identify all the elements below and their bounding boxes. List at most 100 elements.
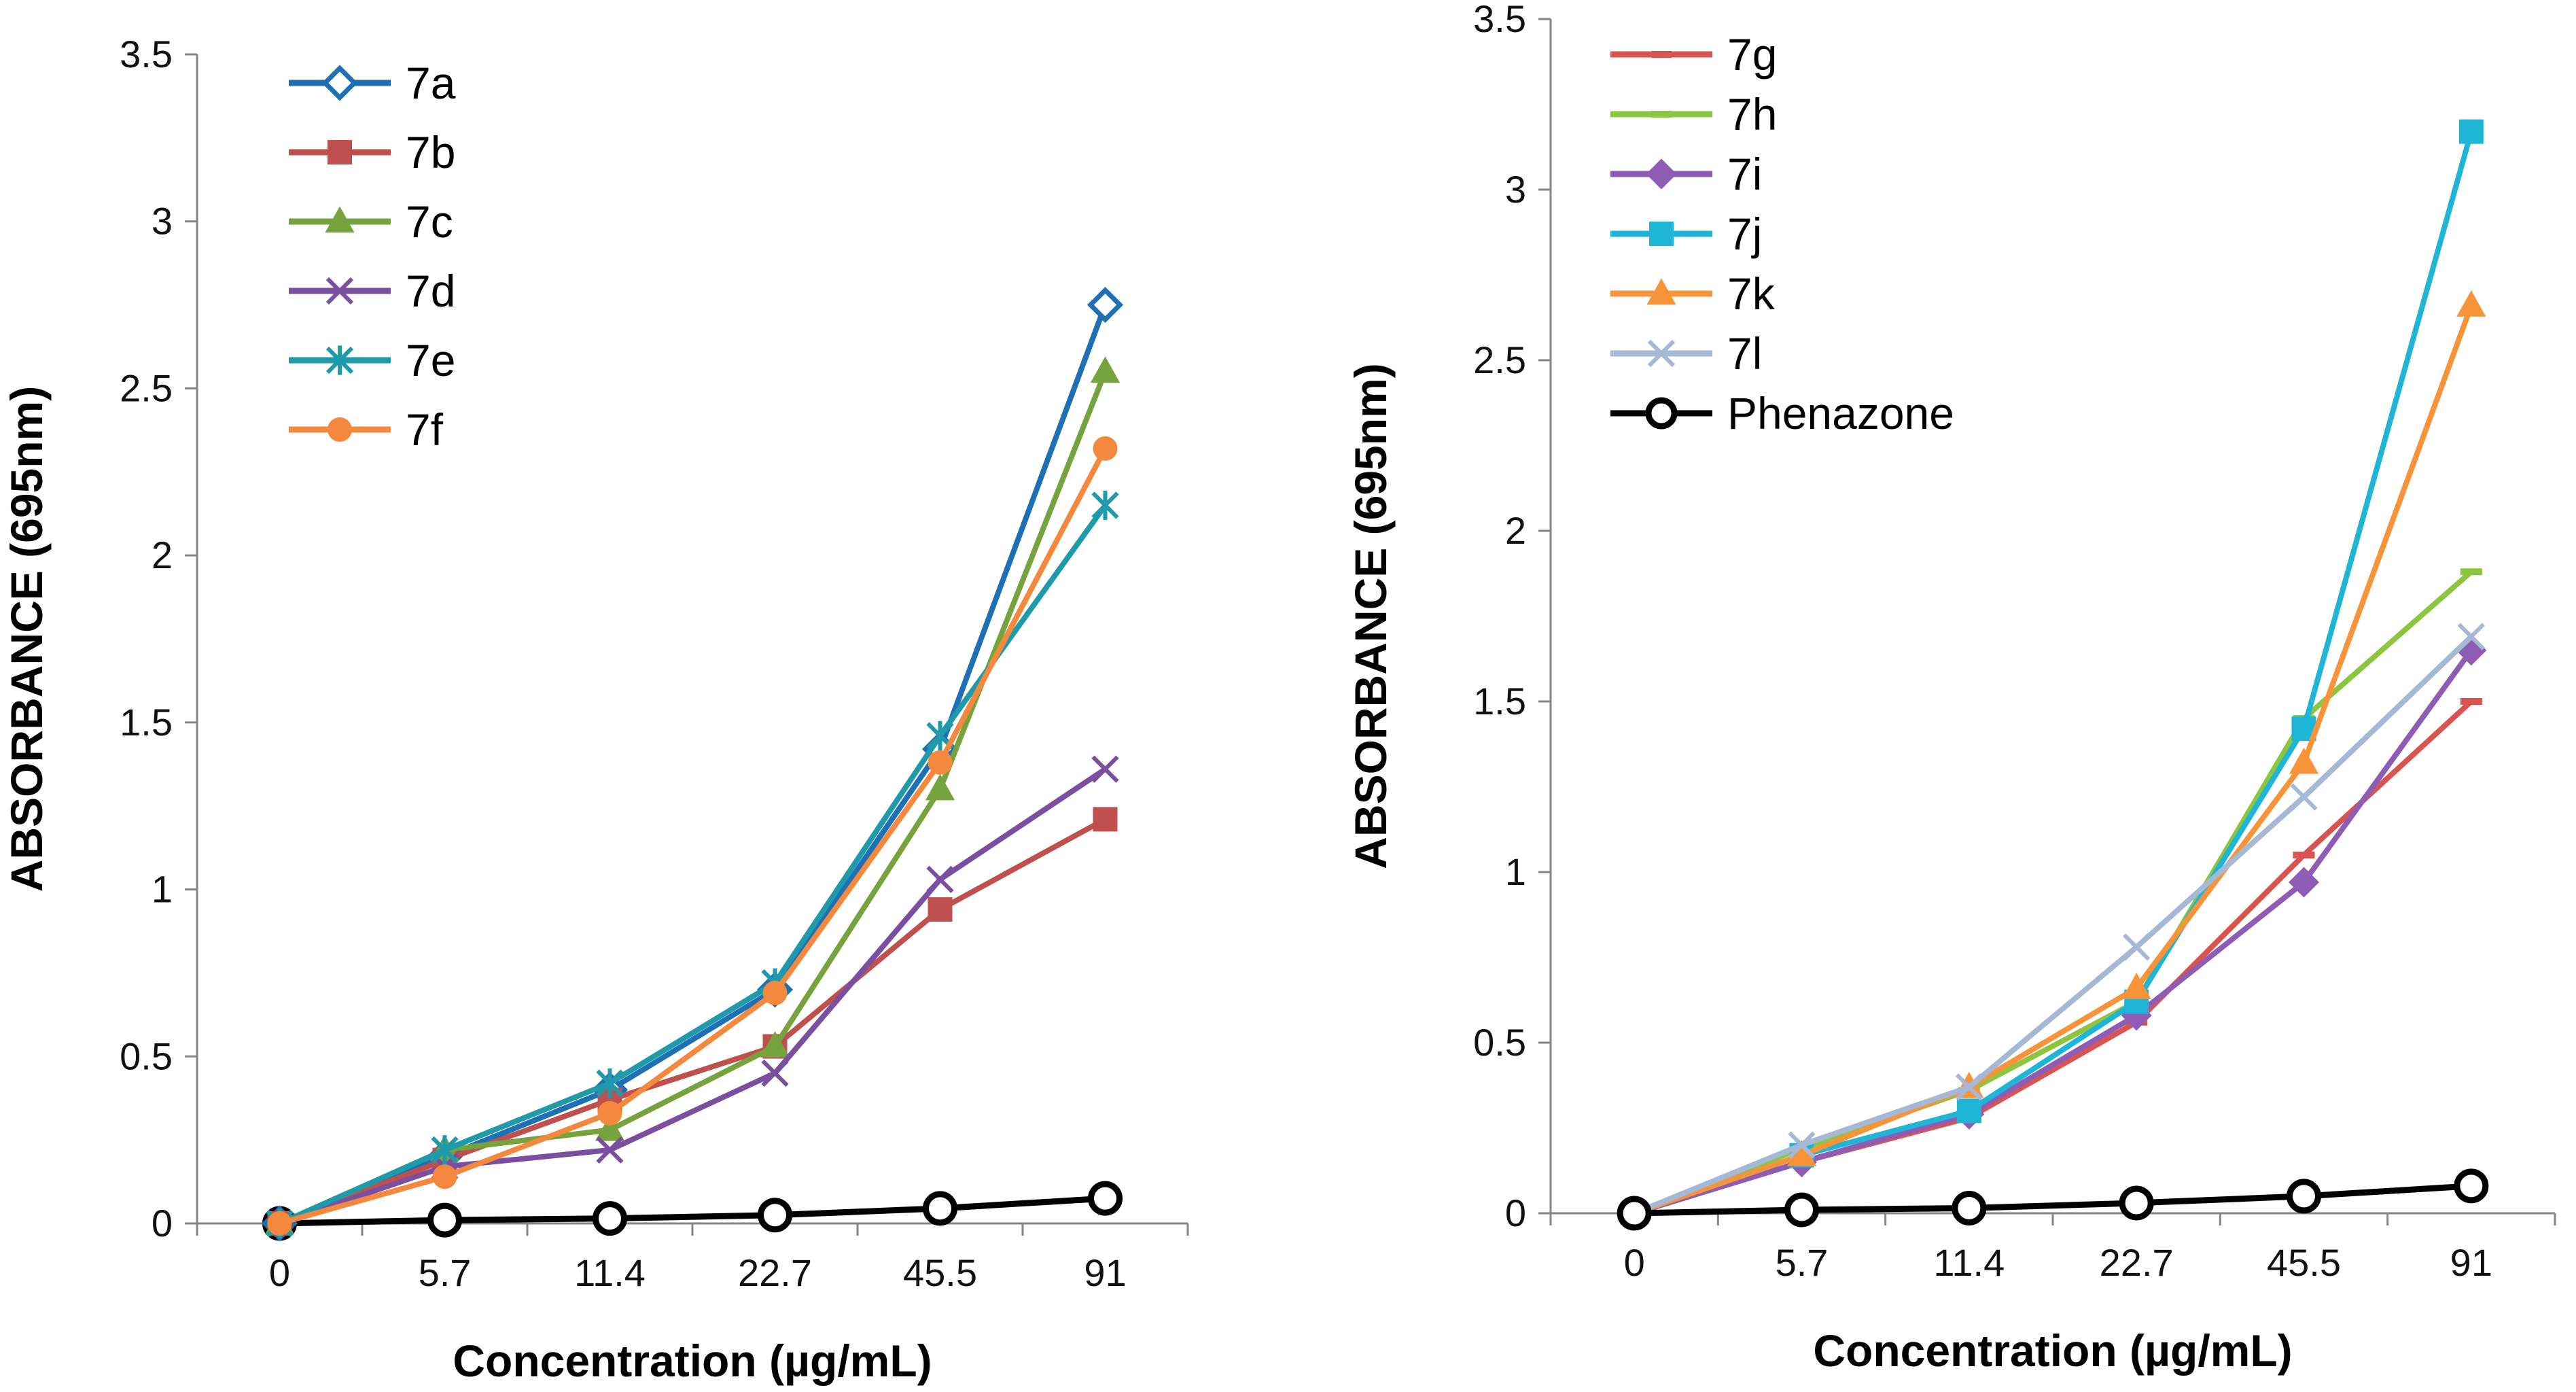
legend-label: 7c — [406, 196, 453, 247]
data-point — [595, 1114, 625, 1141]
data-point — [2457, 623, 2485, 650]
legend-item: 7d — [289, 266, 455, 316]
data-point — [1090, 356, 1121, 383]
series-7f — [267, 436, 1118, 1236]
data-point — [2289, 747, 2319, 774]
data-point — [1093, 436, 1118, 461]
legend-label: 7f — [406, 404, 444, 455]
legend-label: 7k — [1727, 268, 1776, 319]
data-point — [596, 1068, 624, 1098]
y-tick-label: 2 — [152, 534, 173, 576]
y-tick-label: 1 — [1505, 850, 1526, 893]
legend-item: 7a — [289, 58, 456, 108]
data-point — [2454, 1168, 2489, 1204]
y-tick-label: 2.5 — [1473, 338, 1526, 381]
data-point — [427, 1202, 462, 1238]
legend-item: 7l — [1610, 328, 1762, 379]
legend-item: 7j — [1610, 209, 1762, 259]
data-point — [1088, 1181, 1123, 1216]
data-point — [1093, 807, 1118, 832]
x-tick-label: 11.4 — [574, 1251, 646, 1294]
legend-item: 7k — [1610, 268, 1776, 319]
series-7h — [1623, 568, 2482, 1217]
legend-item: 7b — [289, 127, 455, 177]
x-tick-label: 45.5 — [903, 1251, 977, 1294]
data-point — [1617, 1196, 1652, 1231]
data-point — [2121, 973, 2151, 999]
x-tick-label: 0 — [269, 1251, 290, 1294]
legend-marker — [325, 277, 354, 305]
data-point — [762, 980, 788, 1005]
data-point — [2287, 1179, 2321, 1214]
legend-label: Phenazone — [1727, 388, 1954, 438]
series-phenazone — [1617, 1168, 2489, 1231]
series-line — [1633, 304, 2474, 1216]
data-point — [1786, 1140, 1817, 1166]
legend: 7g 7h 7i 7j 7k 7l Phenazone — [1610, 29, 1954, 438]
data-point — [928, 750, 953, 775]
data-point — [925, 773, 955, 801]
y-tick-label: 3.5 — [120, 33, 173, 75]
data-point — [1784, 1192, 1819, 1228]
data-point — [597, 1100, 622, 1126]
data-point — [2460, 568, 2482, 576]
legend-item: 7g — [1610, 29, 1777, 80]
y-tick-label: 3.5 — [1473, 0, 1526, 40]
legend-item: 7i — [1610, 149, 1762, 199]
data-point — [593, 1201, 627, 1236]
chart-right: 0 0.5 1 1.5 2 2.5 3 3.5 0 5.7 11.4 22.7 45.5 91 Concen… — [1345, 0, 2556, 1376]
legend-label: 7i — [1727, 149, 1762, 199]
data-point — [432, 1164, 457, 1189]
x-tick-label: 91 — [2450, 1241, 2492, 1284]
x-tick-label: 5.7 — [419, 1251, 472, 1294]
data-point — [431, 1135, 459, 1165]
series-7i — [1619, 635, 2487, 1229]
legend-marker — [1646, 158, 1677, 190]
y-tick-label: 3 — [152, 200, 173, 243]
series-7a — [261, 287, 1124, 1242]
x-tick-label: 11.4 — [1933, 1241, 2005, 1284]
data-point — [1087, 287, 1124, 324]
legend-marker — [325, 345, 354, 375]
data-point — [267, 1211, 292, 1236]
data-point — [1952, 1190, 1987, 1225]
x-tick-label: 5.7 — [1776, 1241, 1829, 1284]
data-point — [1956, 1098, 1981, 1124]
series-7c — [264, 356, 1121, 1235]
y-tick-label: 0.5 — [120, 1034, 173, 1077]
y-tick-label: 1 — [152, 868, 173, 911]
legend-marker — [1651, 51, 1672, 58]
series-7d — [266, 755, 1119, 1238]
data-point — [758, 1198, 792, 1233]
data-point — [2458, 119, 2484, 144]
series-phenazone — [262, 1181, 1123, 1241]
legend-label: 7j — [1727, 209, 1762, 259]
series-7g — [1623, 698, 2482, 1217]
data-point — [2123, 933, 2151, 961]
series-line — [1633, 570, 2473, 1216]
data-point — [760, 1031, 790, 1058]
data-point — [928, 897, 953, 922]
y-tick-label: 3 — [1505, 168, 1526, 211]
legend-label: 7e — [406, 335, 455, 385]
x-tick-label: 22.7 — [738, 1251, 812, 1294]
data-point — [926, 865, 954, 893]
legend-item: 7h — [1610, 89, 1777, 139]
data-point — [761, 1059, 789, 1087]
series-line — [279, 767, 1107, 1226]
x-tick-label: 22.7 — [2100, 1241, 2174, 1284]
legend-label: 7b — [406, 127, 455, 177]
legend-marker — [1645, 397, 1678, 430]
legend-marker — [328, 140, 352, 164]
legend-marker — [1649, 222, 1674, 246]
legend-marker — [325, 206, 355, 233]
y-tick-label: 1.5 — [1473, 680, 1526, 723]
x-tick-label: 45.5 — [2267, 1241, 2341, 1284]
data-point — [2456, 290, 2486, 317]
x-tick-label: 0 — [1624, 1241, 1645, 1284]
data-point — [2293, 851, 2315, 858]
legend: 7a 7b 7c 7d 7e 7f — [289, 58, 456, 455]
legend-marker — [1646, 278, 1676, 305]
legend-label: 7d — [406, 266, 455, 316]
